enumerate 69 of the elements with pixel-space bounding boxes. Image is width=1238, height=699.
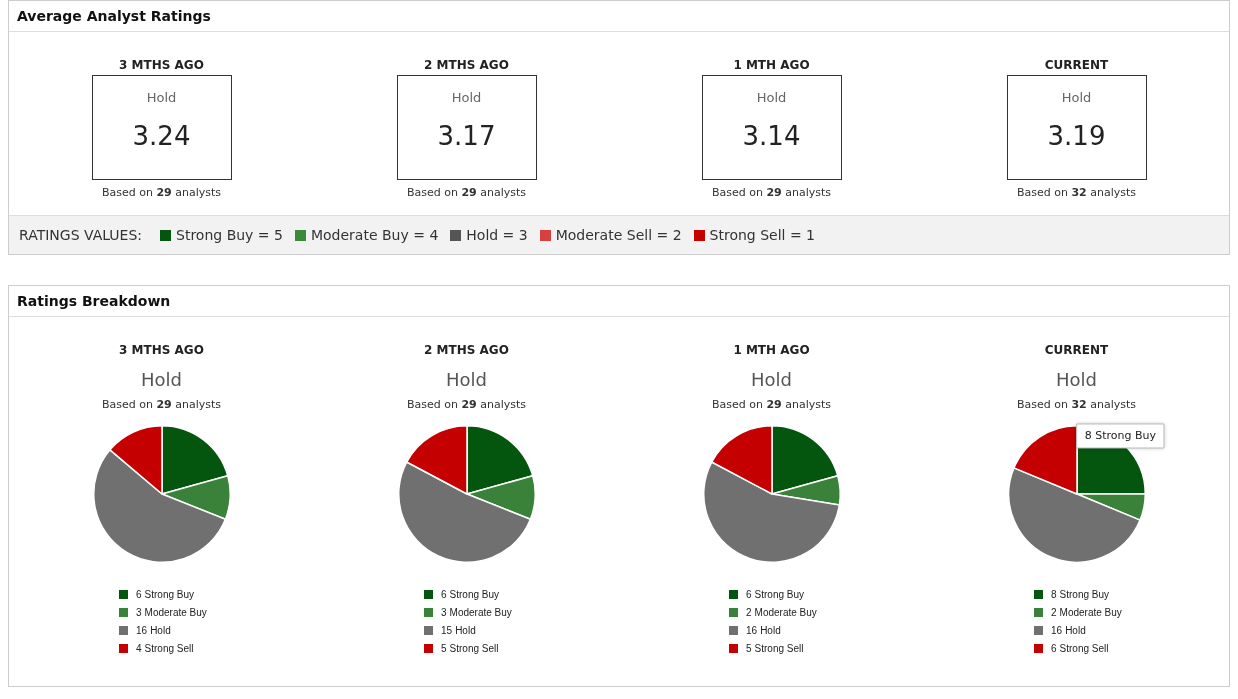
category-label: Moderate Buy = 4 [310,227,439,243]
chart-title: 2 MTHS AGO [424,343,509,357]
category-label: 3 MTHS AGO [119,58,204,72]
chart-subtitle: Hold [1056,369,1097,390]
legend-label: Strong Buy [1059,588,1110,600]
chart-title: CURRENT [1044,343,1109,357]
text: Hold [1061,90,1092,105]
data-label: 16 [1051,624,1063,636]
text: Based on 32 analysts [1016,186,1137,199]
legend-label: Strong Buy [449,588,500,600]
data-label: 3.24 [132,121,191,151]
text: Based on 29 analysts [711,398,832,411]
legend-label: Hold [150,624,171,636]
chart-title: 1 MTH AGO [733,343,810,357]
legend-label: Moderate Buy [144,606,207,618]
data-label: 3.19 [1047,121,1106,151]
data-label: 6 [1051,642,1057,654]
legend-label: Hold [760,624,781,636]
legend-label: Hold [455,624,476,636]
data-label: 3.14 [742,121,801,151]
data-label: 3 [441,606,447,618]
category-label: Strong Sell = 1 [709,227,815,243]
category-label: CURRENT [1044,58,1109,72]
text: Based on 29 analysts [406,186,527,199]
category-label: 2 MTHS AGO [424,58,509,72]
chart-subtitle: Hold [141,369,182,390]
text: Based on 29 analysts [101,186,222,199]
chart-title: 3 MTHS AGO [119,343,204,357]
data-label: 6 [441,588,447,600]
data-label: 16 [746,624,758,636]
data-label: 6 [746,588,752,600]
data-label: 6 [136,588,142,600]
category-label: Moderate Sell = 2 [555,227,682,243]
data-label: 2 [746,606,752,618]
data-label: 5 [441,642,447,654]
legend-label: Hold [1065,624,1086,636]
text: 8 Strong Buy [1084,428,1156,442]
text: Hold [146,90,177,105]
text: Based on 29 analysts [101,398,222,411]
data-label: 4 [136,642,142,654]
data-label: 2 [1051,606,1057,618]
legend-label: Strong Sell [144,642,194,654]
data-label: 8 [1051,588,1057,600]
text: Ratings Breakdown [9,286,1229,317]
text: Hold [451,90,482,105]
legend-label: Strong Buy [144,588,195,600]
text: Based on 32 analysts [1016,398,1137,411]
legend-label: Strong Sell [449,642,499,654]
legend-label: Moderate Buy [449,606,512,618]
text: Based on 29 analysts [406,398,527,411]
text: Average Analyst Ratings [9,1,1229,32]
legend-label: Moderate Buy [754,606,817,618]
text: Based on 29 analysts [711,186,832,199]
data-label: 5 [746,642,752,654]
legend-label: Strong Sell [1059,642,1109,654]
data-label: 15 [441,624,453,636]
data-label: 3 [136,606,142,618]
legend-label: Strong Sell [754,642,804,654]
chart-subtitle: Hold [446,369,487,390]
data-label: 16 [136,624,148,636]
text: RATINGS VALUES: [19,227,143,243]
category-label: Strong Buy = 5 [176,227,283,243]
chart-subtitle: Hold [751,369,792,390]
data-label: 3.17 [437,121,496,151]
category-label: 1 MTH AGO [733,58,810,72]
text: Hold [756,90,787,105]
legend-label: Moderate Buy [1059,606,1122,618]
legend-label: Strong Buy [754,588,805,600]
category-label: Hold = 3 [466,227,528,243]
